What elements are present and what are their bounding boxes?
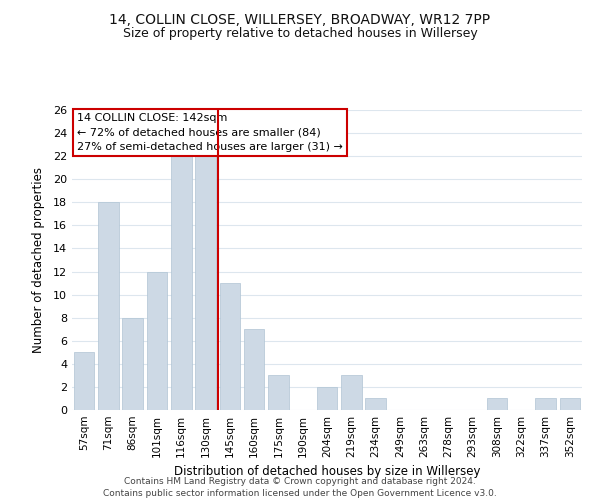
Bar	[146, 272, 167, 410]
Bar	[122, 318, 143, 410]
Bar	[317, 387, 337, 410]
Y-axis label: Number of detached properties: Number of detached properties	[32, 167, 44, 353]
Bar	[74, 352, 94, 410]
Text: 14, COLLIN CLOSE, WILLERSEY, BROADWAY, WR12 7PP: 14, COLLIN CLOSE, WILLERSEY, BROADWAY, W…	[109, 12, 491, 26]
Bar	[341, 376, 362, 410]
Bar	[365, 398, 386, 410]
Bar	[268, 376, 289, 410]
Bar	[487, 398, 508, 410]
Text: Contains HM Land Registry data © Crown copyright and database right 2024.: Contains HM Land Registry data © Crown c…	[124, 478, 476, 486]
Bar	[220, 283, 240, 410]
Text: Contains public sector information licensed under the Open Government Licence v3: Contains public sector information licen…	[103, 489, 497, 498]
Bar	[98, 202, 119, 410]
Bar	[560, 398, 580, 410]
X-axis label: Distribution of detached houses by size in Willersey: Distribution of detached houses by size …	[174, 466, 480, 478]
Bar	[535, 398, 556, 410]
Bar	[195, 156, 216, 410]
Bar	[244, 329, 265, 410]
Text: 14 COLLIN CLOSE: 142sqm
← 72% of detached houses are smaller (84)
27% of semi-de: 14 COLLIN CLOSE: 142sqm ← 72% of detache…	[77, 113, 343, 152]
Bar	[171, 156, 191, 410]
Text: Size of property relative to detached houses in Willersey: Size of property relative to detached ho…	[122, 28, 478, 40]
